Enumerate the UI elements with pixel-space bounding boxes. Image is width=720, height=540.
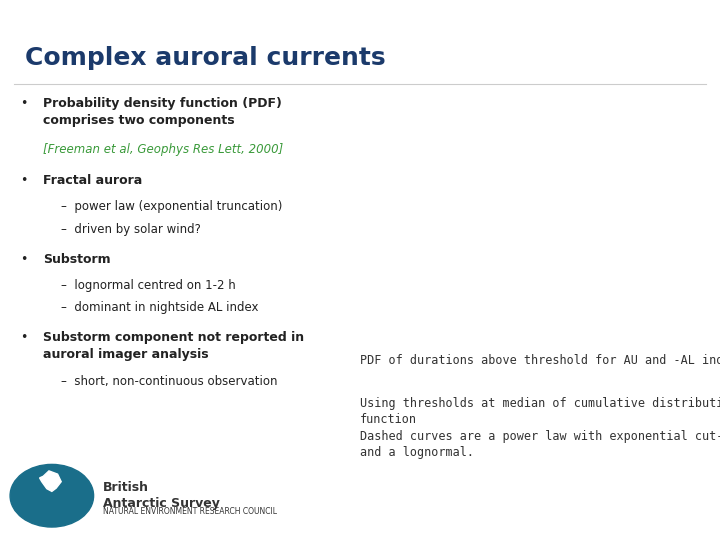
Text: [Freeman et al, Geophys Res Lett, 2000]: [Freeman et al, Geophys Res Lett, 2000]	[43, 143, 284, 156]
Text: •: •	[20, 174, 27, 187]
Circle shape	[10, 464, 94, 527]
Text: –  dominant in nightside AL index: – dominant in nightside AL index	[61, 301, 258, 314]
Text: –  power law (exponential truncation): – power law (exponential truncation)	[61, 200, 282, 213]
Text: –  driven by solar wind?: – driven by solar wind?	[61, 223, 201, 236]
Text: Fractal aurora: Fractal aurora	[43, 174, 143, 187]
Text: Complex auroral currents: Complex auroral currents	[25, 46, 386, 70]
Text: •: •	[20, 253, 27, 266]
Text: Substorm component not reported in
auroral imager analysis: Substorm component not reported in auror…	[43, 331, 305, 361]
Text: –  short, non-continuous observation: – short, non-continuous observation	[61, 375, 278, 388]
Text: NATURAL ENVIRONMENT RESEARCH COUNCIL: NATURAL ENVIRONMENT RESEARCH COUNCIL	[103, 507, 277, 516]
Text: Substorm: Substorm	[43, 253, 111, 266]
Polygon shape	[40, 471, 61, 491]
Text: Probability density function (PDF)
comprises two components: Probability density function (PDF) compr…	[43, 97, 282, 127]
Text: •: •	[20, 331, 27, 344]
Text: –  lognormal centred on 1-2 h: – lognormal centred on 1-2 h	[61, 279, 236, 292]
Text: •: •	[20, 97, 27, 110]
Text: British
Antarctic Survey: British Antarctic Survey	[103, 481, 220, 510]
Text: Using thresholds at median of cumulative distribution
function
Dashed curves are: Using thresholds at median of cumulative…	[360, 397, 720, 460]
Text: PDF of durations above threshold for AU and -AL index: PDF of durations above threshold for AU …	[360, 354, 720, 367]
